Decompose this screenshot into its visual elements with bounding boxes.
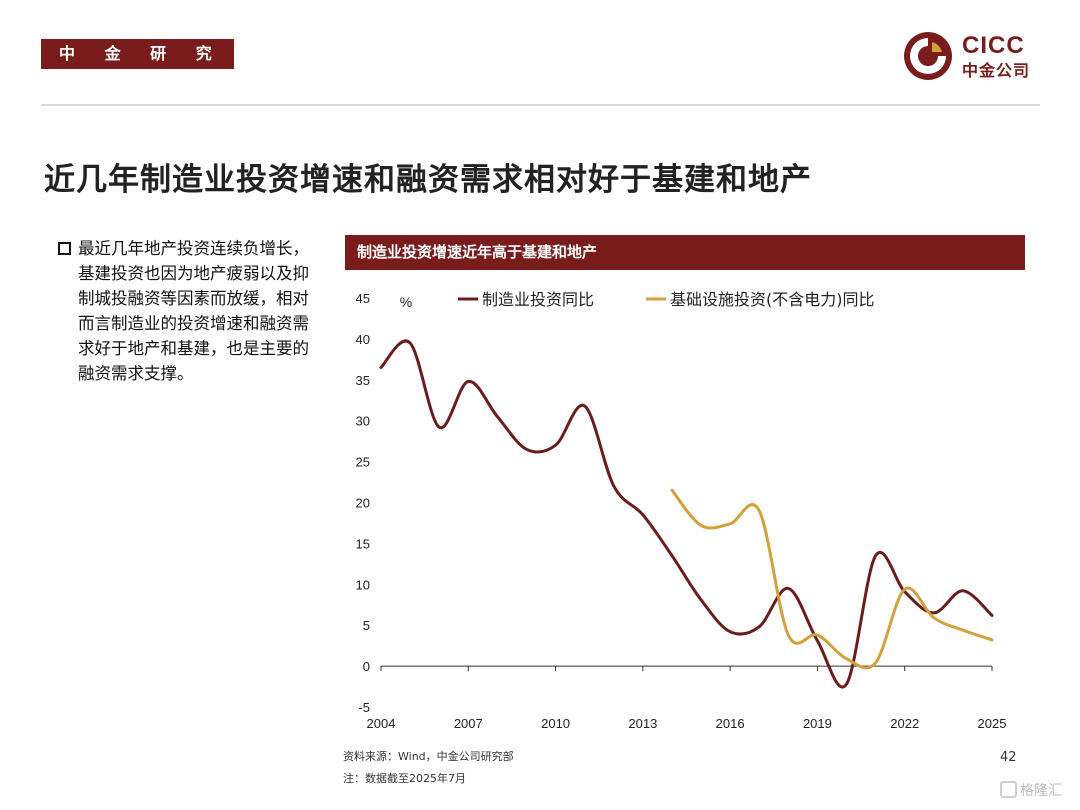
x-tick-label: 2007 <box>454 716 483 731</box>
legend-label-1: 制造业投资同比 <box>482 290 594 309</box>
page-title: 近几年制造业投资增速和融资需求相对好于基建和地产 <box>44 162 812 198</box>
department-tag: 中 金 研 究 部 <box>41 39 234 93</box>
logo-text-en: CICC <box>962 32 1025 59</box>
data-cutoff-note: 注：数据截至2025年7月 <box>343 772 466 785</box>
y-tick-label: -5 <box>358 700 370 715</box>
bullet-point: 最近几年地产投资连续负增长，基建投资也因为地产疲弱以及抑制城投融资等因素而放缓，… <box>58 236 313 386</box>
x-tick-label: 2010 <box>541 716 570 731</box>
legend-label-2: 基础设施投资(不含电力)同比 <box>670 290 875 309</box>
y-tick-label: 15 <box>356 536 370 551</box>
y-tick-labels: 45 40 35 30 25 20 15 10 5 0 -5 <box>356 291 370 715</box>
chart-header: 制造业投资增速近年高于基建和地产 <box>345 235 1025 270</box>
x-tick-label: 2016 <box>716 716 745 731</box>
square-bullet-icon <box>58 242 71 255</box>
cicc-logo-mark-icon <box>904 32 952 80</box>
cicc-logo: CICC 中金公司 <box>902 30 1052 82</box>
y-tick-label: 35 <box>356 373 370 388</box>
bullet-text: 最近几年地产投资连续负增长，基建投资也因为地产疲弱以及抑制城投融资等因素而放缓，… <box>78 239 309 383</box>
y-tick-label: 0 <box>363 659 370 674</box>
series-line-1 <box>379 339 994 689</box>
watermark: 格隆汇 <box>1000 780 1062 800</box>
x-tick-marks <box>380 666 993 672</box>
watermark-icon <box>1000 781 1017 798</box>
source-note: 资料来源：Wind，中金公司研究部 <box>343 750 514 763</box>
series-line-2 <box>670 488 994 670</box>
line-chart: 45 40 35 30 25 20 15 10 5 0 -5 2004 2007 2010 2013 201… <box>356 290 1007 731</box>
x-tick-labels: 2004 2007 2010 2013 2016 2019 2022 2025 <box>367 716 1007 731</box>
y-tick-label: 10 <box>356 577 370 592</box>
x-tick-label: 2004 <box>367 716 396 731</box>
x-tick-label: 2013 <box>628 716 657 731</box>
series-lines <box>379 339 994 689</box>
y-tick-label: 45 <box>356 291 370 306</box>
y-tick-label: 20 <box>356 496 370 511</box>
logo-text-cn: 中金公司 <box>962 61 1031 80</box>
x-tick-label: 2025 <box>978 716 1007 731</box>
y-tick-label: 25 <box>356 455 370 470</box>
watermark-text: 格隆汇 <box>1020 783 1062 799</box>
chart-legend: 制造业投资同比 基础设施投资(不含电力)同比 <box>458 290 875 309</box>
y-tick-label: 30 <box>356 414 370 429</box>
page-number: 42 <box>1000 750 1017 765</box>
x-tick-label: 2022 <box>890 716 919 731</box>
y-tick-label: 5 <box>363 618 370 633</box>
y-axis-unit-label: % <box>400 294 412 310</box>
header-divider <box>41 104 1040 106</box>
x-tick-label: 2019 <box>803 716 832 731</box>
y-tick-label: 40 <box>356 332 370 347</box>
